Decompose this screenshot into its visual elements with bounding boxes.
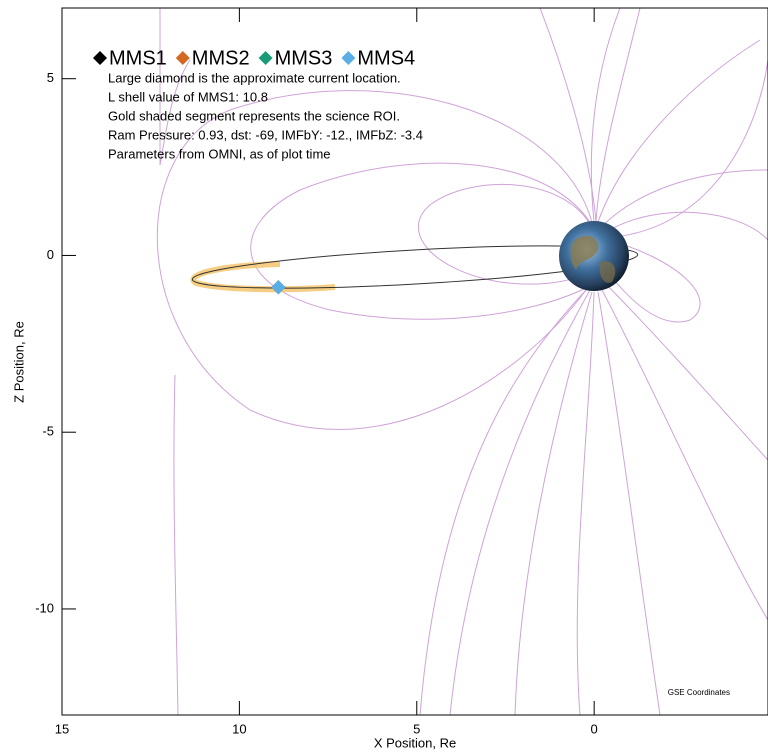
earth-land (570, 235, 599, 270)
y-tick-label: -10 (35, 600, 54, 615)
legend-label: MMS1 (109, 47, 167, 69)
spacecraft-marker (271, 280, 286, 295)
y-tick-label: -5 (42, 424, 54, 439)
legend-label: MMS2 (192, 47, 250, 69)
field-lines (156, 8, 768, 715)
legend-marker (175, 51, 190, 65)
x-tick-label: 10 (232, 721, 246, 736)
earth (559, 221, 629, 291)
x-tick-label: 15 (55, 721, 69, 736)
plot-frame (61, 7, 768, 716)
legend-label: MMS3 (275, 47, 333, 69)
note: L shell value of MMS1: 10.8 (108, 89, 268, 104)
note: Gold shaded segment represents the scien… (108, 108, 400, 123)
legend-marker (341, 51, 356, 65)
coordinate-note: GSE Coordinates (668, 688, 730, 697)
x-axis-label: X Position, Re (374, 735, 456, 750)
note: Large diamond is the approximate current… (108, 70, 401, 85)
legend-marker (258, 51, 273, 65)
note: Ram Pressure: 0.93, dst: -69, IMFbY: -12… (108, 127, 423, 142)
earth-land (599, 261, 616, 283)
y-tick-label: 0 (47, 247, 54, 262)
x-tick-label: 0 (591, 721, 598, 736)
y-tick-label: 5 (47, 70, 54, 85)
y-axis-label: Z Position, Re (11, 321, 26, 403)
x-tick-label: 5 (413, 721, 420, 736)
note: Parameters from OMNI, as of plot time (108, 146, 331, 161)
legend-label: MMS4 (357, 47, 415, 69)
legend-marker (93, 51, 107, 65)
orbit (191, 245, 639, 289)
